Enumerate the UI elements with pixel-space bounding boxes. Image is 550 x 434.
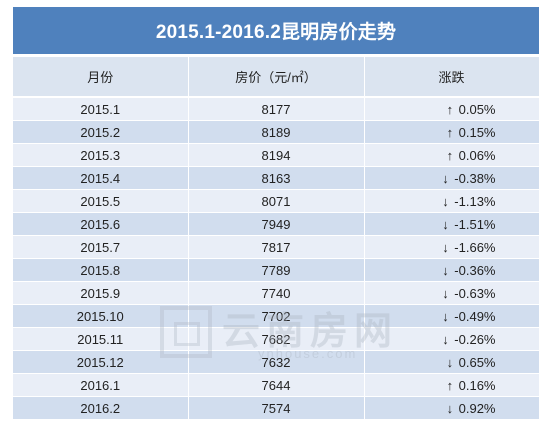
change-value: 0.92%: [458, 400, 496, 416]
month-cell: 2015.9: [13, 281, 189, 305]
change-cell: ↓ -0.49%: [364, 304, 540, 328]
table-row: 2015.9 7740 ↓ -0.63%: [13, 281, 540, 305]
arrow-down-icon: ↓: [442, 193, 449, 209]
month-cell: 2015.3: [13, 143, 189, 167]
month-cell: 2015.6: [13, 212, 189, 236]
change-cell: ↓ -0.38%: [364, 166, 540, 190]
change-cell: ↓ -1.51%: [364, 212, 540, 236]
month-cell: 2015.12: [13, 350, 189, 374]
change-cell: ↓ -1.66%: [364, 235, 540, 259]
month-cell: 2015.10: [13, 304, 189, 328]
change-cell: ↓ -0.26%: [364, 327, 540, 351]
table-row: 2015.12 7632 ↓ 0.65%: [13, 350, 540, 374]
change-value: 0.16%: [458, 377, 496, 393]
month-cell: 2015.11: [13, 327, 189, 351]
change-value: 0.05%: [458, 101, 496, 117]
change-value: -1.66%: [454, 239, 496, 255]
change-value: 0.15%: [458, 124, 496, 140]
change-value: -1.13%: [454, 193, 496, 209]
change-cell: ↑ 0.05%: [364, 97, 540, 121]
change-value: -0.36%: [454, 262, 496, 278]
month-cell: 2015.5: [13, 189, 189, 213]
price-cell: 7789: [188, 258, 365, 282]
change-cell: ↓ -1.13%: [364, 189, 540, 213]
change-cell: ↓ 0.92%: [364, 396, 540, 420]
arrow-down-icon: ↓: [442, 285, 449, 301]
price-cell: 7817: [188, 235, 365, 259]
price-cell: 7740: [188, 281, 365, 305]
header-change: 涨跌: [364, 57, 540, 98]
change-cell: ↑ 0.16%: [364, 373, 540, 397]
table-row: 2015.6 7949 ↓ -1.51%: [13, 212, 540, 236]
price-cell: 7682: [188, 327, 365, 351]
change-cell: ↑ 0.06%: [364, 143, 540, 167]
arrow-down-icon: ↓: [446, 354, 454, 370]
arrow-down-icon: ↓: [442, 239, 449, 255]
change-value: -1.51%: [454, 216, 496, 232]
change-value: -0.26%: [454, 331, 496, 347]
change-cell: ↓ -0.36%: [364, 258, 540, 282]
arrow-up-icon: ↑: [446, 101, 454, 117]
arrow-up-icon: ↑: [446, 124, 454, 140]
change-value: 0.06%: [458, 147, 496, 163]
table-row: 2016.1 7644 ↑ 0.16%: [13, 373, 540, 397]
arrow-down-icon: ↓: [446, 400, 454, 416]
arrow-down-icon: ↓: [442, 262, 449, 278]
month-cell: 2016.2: [13, 396, 189, 420]
table-row: 2015.8 7789 ↓ -0.36%: [13, 258, 540, 282]
arrow-down-icon: ↓: [442, 308, 449, 324]
arrow-up-icon: ↑: [446, 377, 454, 393]
price-cell: 7574: [188, 396, 365, 420]
change-value: -0.38%: [454, 170, 496, 186]
price-table: 月份 房价（元/㎡） 涨跌 2015.1 8177 ↑ 0.05% 2015.2 8189…: [13, 57, 540, 420]
price-cell: 8177: [188, 97, 365, 121]
change-cell: ↑ 0.15%: [364, 120, 540, 144]
table-row: 2015.10 7702 ↓ -0.49%: [13, 304, 540, 328]
price-cell: 8194: [188, 143, 365, 167]
table-row: 2015.11 7682 ↓ -0.26%: [13, 327, 540, 351]
price-cell: 7702: [188, 304, 365, 328]
table-row: 2016.2 7574 ↓ 0.92%: [13, 396, 540, 420]
month-cell: 2015.4: [13, 166, 189, 190]
table-row: 2015.2 8189 ↑ 0.15%: [13, 120, 540, 144]
month-cell: 2015.2: [13, 120, 189, 144]
change-value: 0.65%: [458, 354, 496, 370]
table-row: 2015.4 8163 ↓ -0.38%: [13, 166, 540, 190]
table-row: 2015.3 8194 ↑ 0.06%: [13, 143, 540, 167]
arrow-up-icon: ↑: [446, 147, 454, 163]
month-cell: 2015.1: [13, 97, 189, 121]
arrow-down-icon: ↓: [442, 331, 449, 347]
price-cell: 8163: [188, 166, 365, 190]
table-title: 2015.1-2016.2昆明房价走势: [13, 7, 539, 54]
arrow-down-icon: ↓: [442, 216, 449, 232]
table-row: 2015.7 7817 ↓ -1.66%: [13, 235, 540, 259]
price-cell: 7644: [188, 373, 365, 397]
header-month: 月份: [13, 57, 189, 98]
price-cell: 8189: [188, 120, 365, 144]
table-row: 2015.5 8071 ↓ -1.13%: [13, 189, 540, 213]
table-header: 月份 房价（元/㎡） 涨跌: [13, 57, 540, 98]
price-cell: 8071: [188, 189, 365, 213]
change-cell: ↓ -0.63%: [364, 281, 540, 305]
header-price: 房价（元/㎡）: [188, 57, 365, 98]
change-value: -0.63%: [454, 285, 496, 301]
month-cell: 2015.8: [13, 258, 189, 282]
month-cell: 2016.1: [13, 373, 189, 397]
table-row: 2015.1 8177 ↑ 0.05%: [13, 97, 540, 121]
table-body: 2015.1 8177 ↑ 0.05% 2015.2 8189 ↑ 0.15% 2015.3 81…: [13, 97, 540, 420]
change-value: -0.49%: [454, 308, 496, 324]
change-cell: ↓ 0.65%: [364, 350, 540, 374]
month-cell: 2015.7: [13, 235, 189, 259]
price-cell: 7632: [188, 350, 365, 374]
arrow-down-icon: ↓: [442, 170, 449, 186]
price-cell: 7949: [188, 212, 365, 236]
